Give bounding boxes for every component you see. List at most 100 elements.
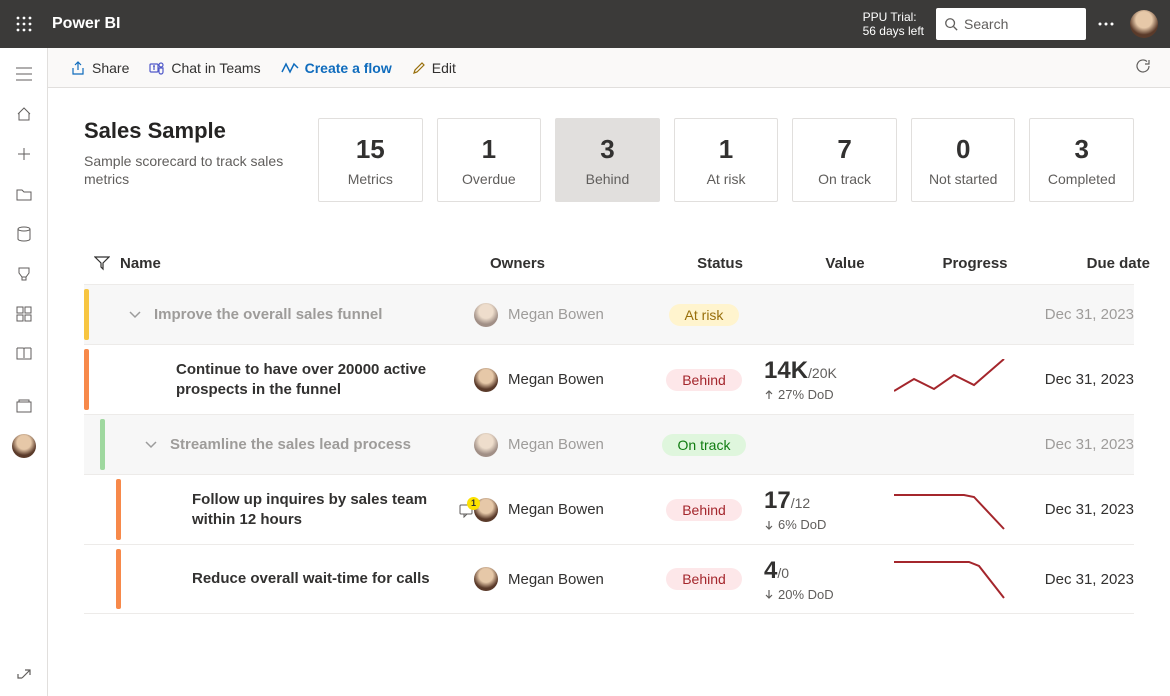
- data-hub-icon[interactable]: [0, 214, 48, 254]
- status-badge: Behind: [666, 568, 742, 590]
- create-flow-button[interactable]: Create a flow: [271, 52, 402, 84]
- card-value: 15: [356, 134, 385, 165]
- status-badge: Behind: [666, 499, 742, 521]
- chat-teams-button[interactable]: Chat in Teams: [139, 52, 270, 84]
- card-value: 0: [956, 134, 970, 165]
- product-name: Power BI: [52, 15, 120, 33]
- trial-notice[interactable]: PPU Trial: 56 days left: [863, 10, 924, 38]
- card-label: Completed: [1048, 171, 1116, 187]
- summary-card-overdue[interactable]: 1 Overdue: [437, 118, 542, 202]
- value-main: 17: [764, 487, 791, 514]
- edit-label: Edit: [432, 60, 456, 76]
- status-stripe: [116, 549, 121, 609]
- card-value: 3: [600, 134, 614, 165]
- create-icon[interactable]: [0, 134, 48, 174]
- header-more-icon[interactable]: [1092, 10, 1120, 38]
- trial-line2: 56 days left: [863, 24, 924, 38]
- owner-avatar: [474, 567, 498, 591]
- card-label: On track: [818, 171, 871, 187]
- owner-name: Megan Bowen: [508, 571, 604, 588]
- metric-name: Reduce overall wait-time for calls: [192, 569, 430, 589]
- status-stripe: [84, 289, 89, 340]
- value-target: /12: [791, 495, 810, 511]
- page-content: Sales Sample Sample scorecard to track s…: [48, 88, 1170, 696]
- card-value: 1: [482, 134, 496, 165]
- metric-name: Continue to have over 20000 active prosp…: [176, 360, 446, 400]
- card-value: 7: [837, 134, 851, 165]
- summary-card-behind[interactable]: 3 Behind: [555, 118, 660, 202]
- summary-card-not-started[interactable]: 0 Not started: [911, 118, 1016, 202]
- value-main: 14K: [764, 357, 808, 384]
- owner-avatar: [474, 303, 498, 327]
- summary-card-completed[interactable]: 3 Completed: [1029, 118, 1134, 202]
- value-main: 4: [764, 557, 777, 584]
- user-avatar[interactable]: [1130, 10, 1158, 38]
- flow-icon: [281, 61, 299, 75]
- workspaces-icon[interactable]: [0, 386, 48, 426]
- due-date: Dec 31, 2023: [1024, 371, 1134, 388]
- value-target: /0: [777, 565, 789, 581]
- table-row[interactable]: Follow up inquires by sales team within …: [84, 474, 1134, 544]
- sparkline: [894, 359, 1009, 401]
- col-value[interactable]: Value: [780, 255, 910, 272]
- status-badge: At risk: [669, 304, 740, 326]
- browse-icon[interactable]: [0, 174, 48, 214]
- card-label: Not started: [929, 171, 997, 187]
- table-row[interactable]: Reduce overall wait-time for calls Megan …: [84, 544, 1134, 614]
- app-launcher-icon[interactable]: [12, 12, 36, 36]
- left-rail: [0, 48, 48, 696]
- summary-card-at-risk[interactable]: 1 At risk: [674, 118, 779, 202]
- due-date: Dec 31, 2023: [1024, 306, 1134, 323]
- col-name[interactable]: Name: [110, 255, 490, 272]
- share-label: Share: [92, 60, 129, 76]
- card-label: Metrics: [348, 171, 393, 187]
- table-row[interactable]: Improve the overall sales funnel Megan Bo…: [84, 284, 1134, 344]
- nav-toggle-icon[interactable]: [0, 54, 48, 94]
- learn-icon[interactable]: [0, 334, 48, 374]
- value-delta: 27% DoD: [764, 387, 894, 402]
- share-icon: [70, 60, 86, 76]
- note-icon[interactable]: 1: [458, 501, 474, 519]
- owner-name: Megan Bowen: [508, 501, 604, 518]
- col-prog[interactable]: Progress: [910, 255, 1040, 272]
- refresh-button[interactable]: [1128, 57, 1158, 78]
- flow-label: Create a flow: [305, 60, 392, 76]
- page-subtitle: Sample scorecard to track sales metrics: [84, 152, 304, 188]
- chevron-down-icon[interactable]: [142, 436, 160, 454]
- metrics-table: Name Owners Status Value Progress Due da…: [84, 242, 1134, 614]
- owner-name: Megan Bowen: [508, 371, 604, 388]
- card-value: 1: [719, 134, 733, 165]
- global-search[interactable]: Search: [936, 8, 1086, 40]
- col-due[interactable]: Due date: [1040, 255, 1150, 272]
- expand-icon[interactable]: [0, 656, 48, 696]
- chat-label: Chat in Teams: [171, 60, 260, 76]
- owner-name: Megan Bowen: [508, 306, 604, 323]
- share-button[interactable]: Share: [60, 52, 139, 84]
- workspace-avatar[interactable]: [12, 434, 36, 458]
- apps-icon[interactable]: [0, 294, 48, 334]
- value-delta: 20% DoD: [764, 587, 894, 602]
- col-owners[interactable]: Owners: [490, 255, 660, 272]
- sparkline: [894, 558, 1009, 600]
- table-row[interactable]: Streamline the sales lead processMegan B…: [84, 414, 1134, 474]
- value-target: /20K: [808, 365, 837, 381]
- summary-cards: 15 Metrics1 Overdue3 Behind1 At risk7 On…: [318, 118, 1134, 202]
- sparkline: [894, 489, 1009, 531]
- status-stripe: [116, 479, 121, 540]
- table-row[interactable]: Continue to have over 20000 active prosp…: [84, 344, 1134, 414]
- card-label: Overdue: [462, 171, 516, 187]
- metric-name: Improve the overall sales funnel: [154, 305, 382, 325]
- home-icon[interactable]: [0, 94, 48, 134]
- summary-card-on-track[interactable]: 7 On track: [792, 118, 897, 202]
- col-status[interactable]: Status: [660, 255, 780, 272]
- edit-button[interactable]: Edit: [402, 52, 466, 84]
- metrics-icon[interactable]: [0, 254, 48, 294]
- chevron-down-icon[interactable]: [126, 306, 144, 324]
- due-date: Dec 31, 2023: [1024, 571, 1134, 588]
- summary-card-metrics[interactable]: 15 Metrics: [318, 118, 423, 202]
- command-bar: Share Chat in Teams Create a flow Edit: [48, 48, 1170, 88]
- table-header-row: Name Owners Status Value Progress Due da…: [84, 242, 1134, 284]
- global-header: Power BI PPU Trial: 56 days left Search: [0, 0, 1170, 48]
- due-date: Dec 31, 2023: [1024, 501, 1134, 518]
- filter-icon[interactable]: [94, 255, 110, 271]
